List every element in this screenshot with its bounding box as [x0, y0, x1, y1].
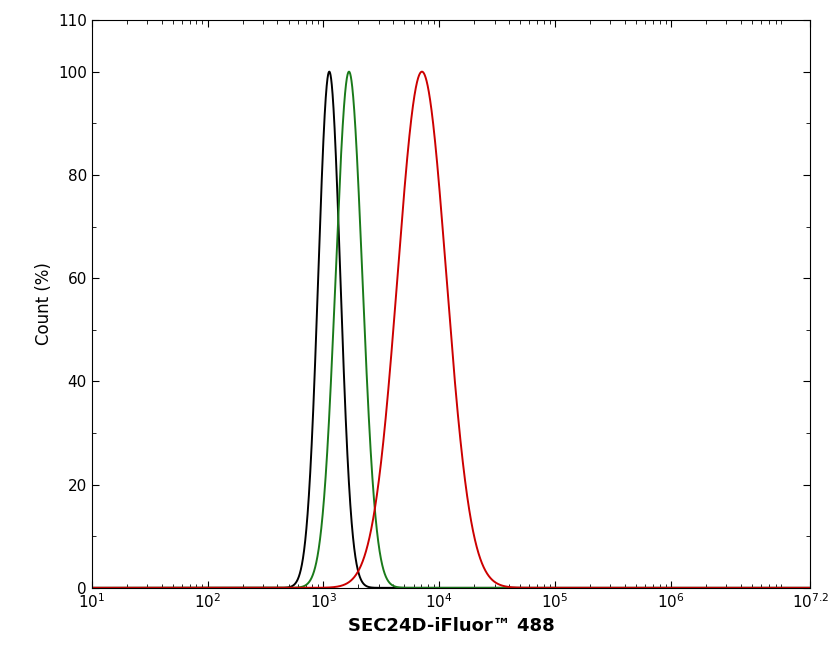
- X-axis label: SEC24D-iFluor™ 488: SEC24D-iFluor™ 488: [347, 617, 554, 635]
- Y-axis label: Count (%): Count (%): [34, 263, 53, 345]
